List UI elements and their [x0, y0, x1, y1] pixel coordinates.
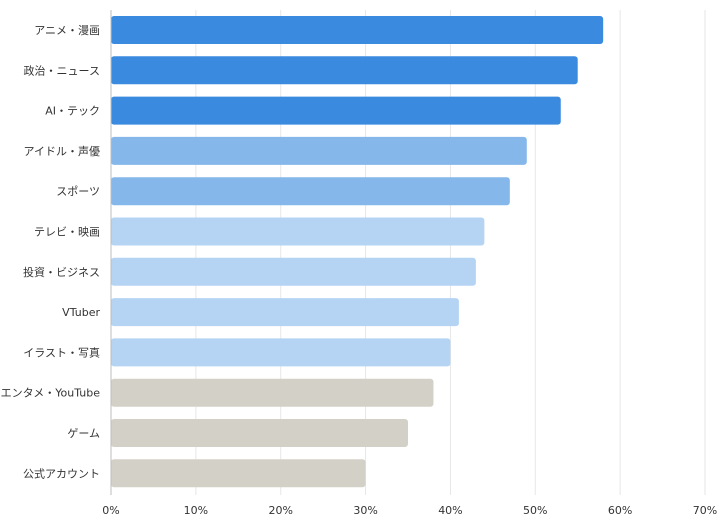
x-tick-label-40: 40% [438, 504, 462, 517]
x-tick-labels: 0% 10% 20% 30% 40% 50% 60% 70% [102, 504, 717, 517]
bar-3 [111, 136, 527, 165]
x-tick-label-50: 50% [523, 504, 547, 517]
x-tick-label-60: 60% [608, 504, 632, 517]
x-tick-label-0: 0% [102, 504, 119, 517]
bar-8 [111, 338, 451, 367]
category-label-10: ゲーム [67, 427, 100, 440]
bar-6 [111, 257, 476, 286]
bars [111, 16, 604, 488]
bar-2 [111, 96, 561, 125]
bar-10 [111, 419, 408, 447]
x-tick-label-70: 70% [693, 504, 717, 517]
category-label-11: 公式アカウント [23, 467, 100, 480]
bar-7 [111, 298, 459, 327]
category-label-4: スポーツ [56, 185, 100, 198]
bar-5 [111, 217, 485, 246]
bar-0 [111, 16, 604, 44]
bar-4 [111, 177, 510, 206]
category-label-6: 投資・ビジネス [23, 265, 100, 279]
x-tick-label-30: 30% [353, 504, 377, 517]
category-label-9: エンタメ・YouTube [1, 387, 101, 400]
category-label-2: AI・テック [45, 105, 100, 118]
bar-1 [111, 56, 578, 85]
x-tick-label-10: 10% [184, 504, 208, 517]
category-label-8: イラスト・写真 [23, 345, 100, 359]
category-label-5: テレビ・映画 [34, 226, 100, 239]
grid-lines [195, 10, 706, 495]
category-label-1: 政治・ニュース [24, 63, 100, 77]
category-label-0: アニメ・漫画 [34, 23, 100, 37]
category-label-3: アイドル・声優 [24, 144, 100, 158]
bar-11 [111, 459, 366, 488]
category-label-7: VTuber [62, 306, 100, 319]
bar-9 [111, 378, 434, 407]
x-tick-label-20: 20% [268, 504, 292, 517]
